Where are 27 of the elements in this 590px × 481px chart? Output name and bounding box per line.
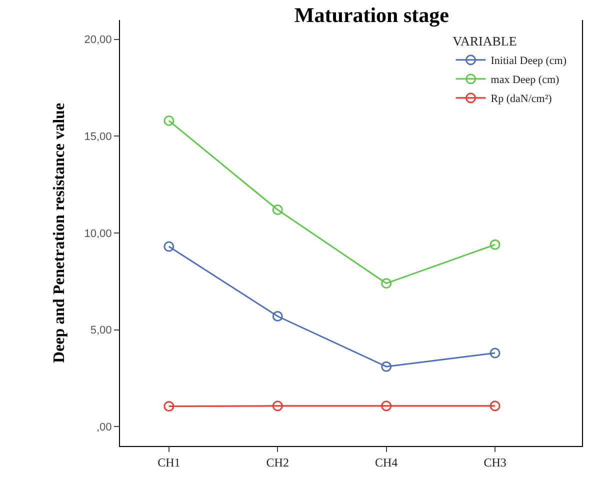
point: [272, 311, 283, 322]
point: [272, 204, 283, 216]
legend-label: max Deep (cm): [490, 74, 560, 86]
y-tick-label: 15,00: [84, 131, 112, 144]
chart-title: Maturation stage: [294, 2, 449, 27]
point: [381, 278, 392, 289]
point: [381, 361, 392, 372]
y-tick-label: 10,00: [84, 228, 112, 240]
legend-label: Initial Deep (cm): [490, 55, 567, 68]
point: [381, 400, 392, 412]
y-axis-title: Deep and Penetration resistance value: [51, 102, 68, 364]
x-tick-label: CH1: [158, 455, 180, 470]
point: [164, 241, 174, 252]
x-tick-label: CH2: [266, 455, 289, 470]
point: [490, 239, 500, 250]
x-tick-label: CH3: [484, 455, 506, 470]
y-tick-label: 20,00: [84, 34, 112, 46]
point: [490, 400, 500, 412]
y-tick-label: 5,00: [90, 324, 112, 337]
y-tick-label: ,00: [96, 421, 112, 434]
x-tick-label: CH4: [374, 455, 398, 470]
legend-title: VARIABLE: [452, 33, 517, 48]
point: [164, 115, 174, 126]
point: [490, 348, 500, 358]
point: [272, 400, 283, 412]
legend-label: Rp (daN/cm²): [490, 93, 552, 106]
point: [164, 401, 174, 412]
